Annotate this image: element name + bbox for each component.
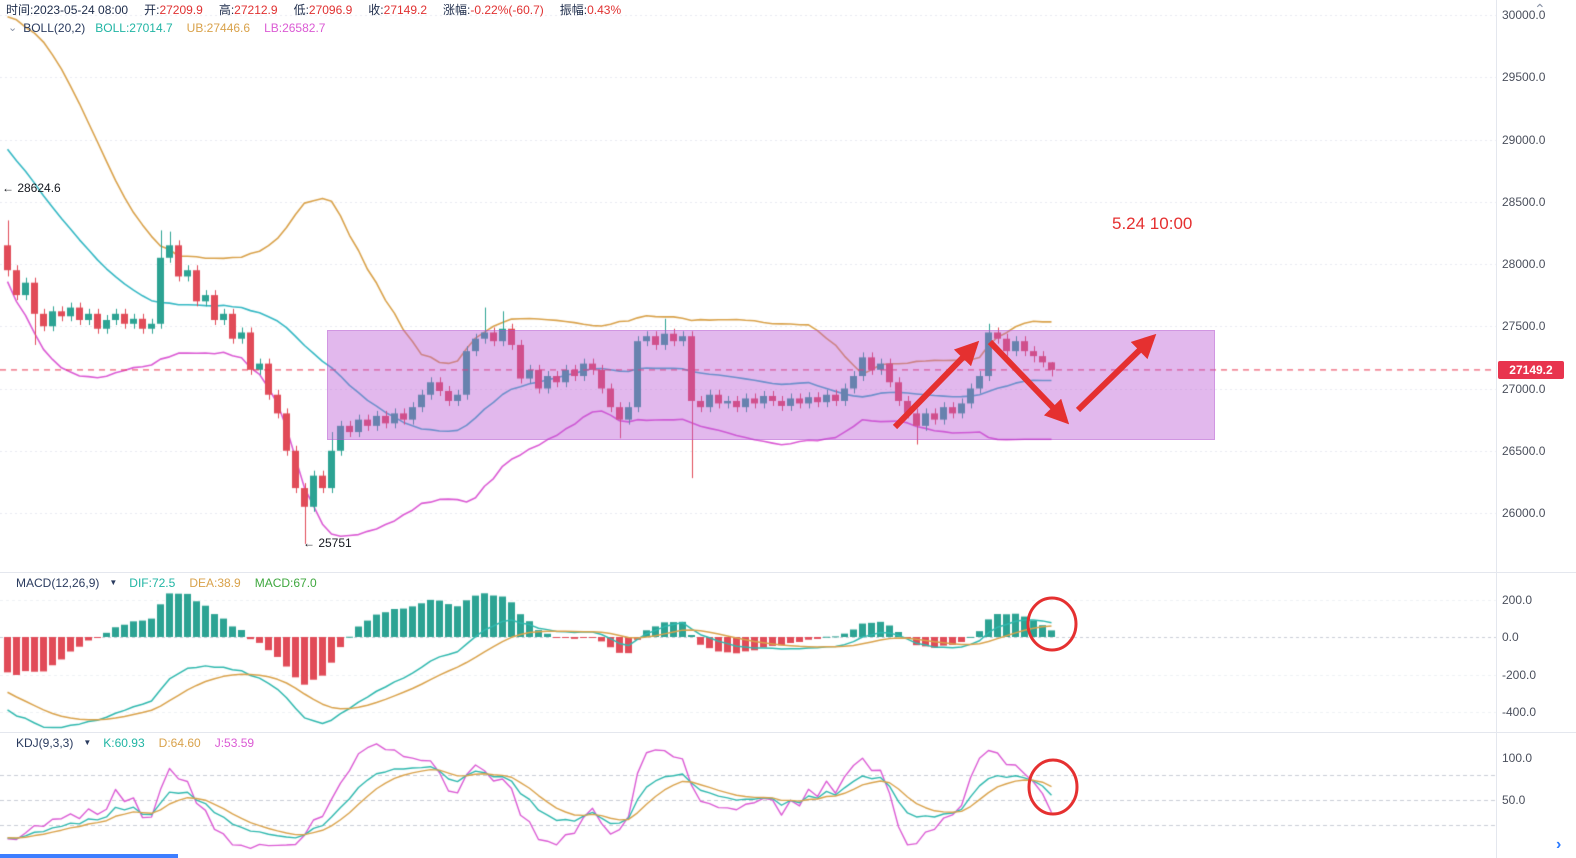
axis-tick: 26000.0 xyxy=(1502,506,1546,520)
macd-dif-value: DIF:72.5 xyxy=(129,576,176,590)
boll-mid-value: BOLL:27014.7 xyxy=(95,21,173,35)
kdj-d-value: D:64.60 xyxy=(158,736,201,750)
axis-tick: 29500.0 xyxy=(1502,70,1546,85)
price-chart-canvas[interactable] xyxy=(0,0,1576,572)
kdj-indicator-bar: KDJ(9,3,3) ▼ K:60.93 D:64.60 J:53.59 xyxy=(16,736,268,750)
high-label: 高: xyxy=(218,3,235,17)
amplitude-value: 0.43% xyxy=(587,3,622,17)
axis-tick: 30000.0 xyxy=(1502,8,1546,22)
open-value: 27209.9 xyxy=(159,3,203,17)
time-value: 2023-05-24 08:00 xyxy=(33,3,129,17)
ohlc-info-bar: 时间:2023-05-24 08:00 开:27209.9 高:27212.9 … xyxy=(6,3,637,17)
axis-tick: 27500.0 xyxy=(1502,319,1546,334)
close-value: 27149.2 xyxy=(383,3,428,17)
triangle-down-icon[interactable]: ▼ xyxy=(83,738,92,747)
axis-tick: 29000.0 xyxy=(1502,132,1546,147)
boll-indicator-bar: ⌄ BOLL(20,2) BOLL:27014.7 UB:27446.6 LB:… xyxy=(8,21,339,35)
close-label: 收: xyxy=(368,3,384,17)
boll-ub-value: UB:27446.6 xyxy=(186,21,251,35)
high-value: 27212.9 xyxy=(234,3,278,17)
time-label: 时间: xyxy=(6,3,34,17)
macd-indicator-name[interactable]: MACD(12,26,9) xyxy=(16,576,100,590)
horizontal-scrollbar-thumb[interactable] xyxy=(0,854,178,858)
axis-tick: 26500.0 xyxy=(1502,443,1546,458)
macd-indicator-bar: MACD(12,26,9) ▼ DIF:72.5 DEA:38.9 MACD:6… xyxy=(16,576,331,590)
axis-tick: 200.0 xyxy=(1502,592,1533,607)
triangle-down-icon[interactable]: ▼ xyxy=(109,578,118,587)
axis-tick: -400.0 xyxy=(1502,705,1537,719)
axis-tick: -200.0 xyxy=(1502,667,1537,682)
chevron-down-icon[interactable]: ⌄ xyxy=(8,22,18,34)
macd-hist-value: MACD:67.0 xyxy=(254,576,317,590)
open-label: 开: xyxy=(144,3,160,17)
kdj-indicator-name[interactable]: KDJ(9,3,3) xyxy=(16,736,74,750)
axis-tick: 27000.0 xyxy=(1502,381,1546,396)
panel-divider xyxy=(0,732,1576,733)
macd-dea-value: DEA:38.9 xyxy=(189,576,241,590)
axis-tick: 28500.0 xyxy=(1502,194,1546,209)
price-axis: 30000.0 29500.0 29000.0 28500.0 28000.0 27500… xyxy=(1500,0,1576,858)
last-price-badge: 27149.2 xyxy=(1498,360,1564,379)
change-value: -0.22%(-60.7) xyxy=(470,3,544,17)
panel-divider xyxy=(0,572,1576,573)
high-price-flag: ← 28624.6 xyxy=(2,181,61,195)
kdj-k-value: K:60.93 xyxy=(103,736,145,750)
collapse-chevron-icon[interactable]: ⌃ xyxy=(1534,1,1546,17)
axis-tick: 100.0 xyxy=(1502,751,1533,765)
amplitude-label: 振幅: xyxy=(559,3,588,17)
kdj-j-value: J:53.59 xyxy=(214,736,255,750)
axis-tick: 50.0 xyxy=(1502,793,1526,807)
axis-divider xyxy=(1496,0,1497,858)
low-label: 低: xyxy=(293,3,309,17)
axis-tick: 28000.0 xyxy=(1502,257,1546,271)
low-value: 27096.9 xyxy=(308,3,353,17)
macd-panel-canvas[interactable] xyxy=(0,572,1576,732)
change-label: 涨幅: xyxy=(443,3,471,17)
kdj-panel-canvas[interactable] xyxy=(0,732,1576,858)
boll-indicator-name[interactable]: BOLL(20,2) xyxy=(23,21,86,35)
boll-lb-value: LB:26582.7 xyxy=(264,21,326,35)
low-price-flag: ← 25751 xyxy=(303,536,352,550)
annotation-note-text: 5.24 10:00 xyxy=(1112,214,1193,233)
scroll-right-icon[interactable]: › xyxy=(1556,836,1562,853)
axis-tick: 0.0 xyxy=(1502,630,1519,644)
consolidation-range-box xyxy=(327,330,1215,440)
